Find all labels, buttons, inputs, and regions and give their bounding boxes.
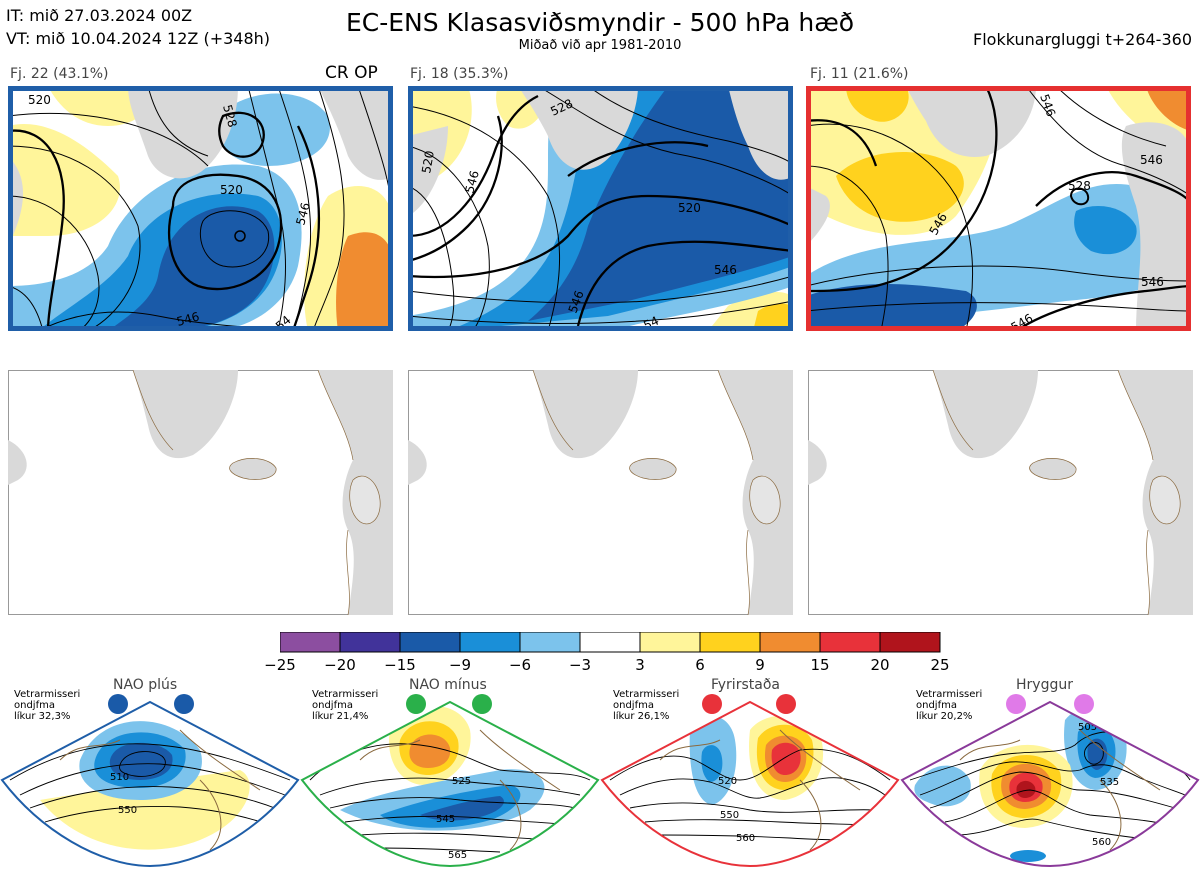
regime-1-contour-label: 550 [118, 805, 137, 816]
base-map-2 [408, 370, 793, 615]
regime-3-dot [776, 694, 796, 714]
regime-1-frame [0, 700, 300, 868]
colorbar-tick: 9 [755, 656, 765, 674]
colorbar-tick: −6 [508, 656, 532, 674]
regime-3-note: Vetrarmisseri ondjfma líkur 26,1% [613, 689, 680, 722]
cluster-1-contour-label: 546 [293, 201, 312, 227]
cluster-3-label: Fj. 11 (21.6%) [810, 66, 909, 82]
colorbar-tick: 6 [695, 656, 705, 674]
colorbar [280, 632, 941, 653]
cluster-1-tag: CR OP [325, 63, 378, 83]
colorbar-tick: −20 [324, 656, 356, 674]
cluster-2-contour-label: 546 [462, 169, 481, 195]
regime-4-map: 505 535 560 [900, 694, 1200, 868]
colorbar-swatch [759, 632, 821, 653]
base-map-1 [8, 370, 393, 615]
colorbar-tick: 15 [810, 656, 830, 674]
regime-2-contour-label: 545 [436, 814, 455, 825]
colorbar-tick: 20 [870, 656, 890, 674]
cluster-3-contour-label: 528 [1068, 179, 1091, 193]
regime-2-contour-label: 565 [448, 850, 467, 861]
cluster-3-map: 528 546 546 546 546 546 [806, 86, 1191, 331]
regime-2-map: 525 545 565 [300, 694, 600, 868]
cluster-1-map: 520 528 520 546 546 54 [8, 86, 393, 331]
cluster-2-contour-label: 520 [678, 201, 701, 215]
colorbar-tick: −25 [264, 656, 296, 674]
cluster-1-contour-label: 528 [220, 103, 239, 129]
regime-1-note: Vetrarmisseri ondjfma líkur 32,3% [14, 689, 81, 722]
regime-2-dot [472, 694, 492, 714]
colorbar-swatch [579, 632, 641, 653]
cluster-2-label: Fj. 18 (35.3%) [410, 66, 509, 82]
colorbar-swatch [639, 632, 701, 653]
colorbar-tick: −15 [384, 656, 416, 674]
regime-3-contour-label: 560 [736, 833, 755, 844]
initial-time: IT: mið 27.03.2024 00Z [6, 6, 193, 25]
regime-4-frame [900, 700, 1200, 868]
regime-4-contour-label: 535 [1100, 777, 1119, 788]
regime-4-dot [1074, 694, 1094, 714]
colorbar-swatch [399, 632, 461, 653]
cluster-1-contour-label: 520 [220, 183, 243, 197]
colorbar-swatch [519, 632, 581, 653]
regime-1-dot [108, 694, 128, 714]
colorbar-tick: −3 [568, 656, 592, 674]
regime-1-title: NAO plús [113, 677, 178, 693]
cluster-1-contour-label: 520 [28, 93, 51, 107]
cluster-1-label: Fj. 22 (43.1%) [10, 66, 109, 82]
cluster-3-contour-label: 546 [1140, 153, 1163, 167]
page-subtitle: Miðað við apr 1981-2010 [518, 38, 682, 53]
colorbar-swatch [699, 632, 761, 653]
colorbar-tick: 3 [635, 656, 645, 674]
cluster-3-frame [806, 86, 1191, 331]
colorbar-swatch [819, 632, 881, 653]
colorbar-tick: −9 [448, 656, 472, 674]
regime-4-contour-label: 560 [1092, 837, 1111, 848]
regime-4-dot [1006, 694, 1026, 714]
classification-window: Flokkunargluggi t+264-360 [973, 30, 1192, 49]
regime-1-map: 510 550 [0, 694, 300, 868]
regime-3-contour-label: 520 [718, 776, 737, 787]
valid-time: VT: mið 10.04.2024 12Z (+348h) [6, 29, 271, 48]
base-map-3 [808, 370, 1193, 615]
cluster-2-contour-label: 546 [714, 263, 737, 277]
colorbar-swatch [879, 632, 941, 653]
regime-2-dot [406, 694, 426, 714]
header-info: IT: mið 27.03.2024 00Z VT: mið 10.04.202… [6, 4, 270, 50]
colorbar-tick: 25 [930, 656, 950, 674]
cluster-2-contour-label: 520 [419, 150, 437, 175]
regime-4-note: Vetrarmisseri ondjfma líkur 20,2% [916, 689, 983, 722]
colorbar-swatch [280, 632, 341, 653]
regime-1-contour-label: 510 [110, 772, 129, 783]
cluster-3-contour-label: 546 [1141, 275, 1164, 289]
cluster-2-frame [408, 86, 793, 331]
cluster-1-frame [8, 86, 393, 331]
regime-3-contour-label: 550 [720, 810, 739, 821]
regime-2-contour-label: 525 [452, 776, 471, 787]
regime-3-title: Fyrirstaða [711, 677, 780, 693]
cluster-1-contour-label: 546 [175, 309, 201, 328]
regime-1-dot [174, 694, 194, 714]
colorbar-swatch [459, 632, 521, 653]
regime-2-note: Vetrarmisseri ondjfma líkur 21,4% [312, 689, 379, 722]
regime-3-dot [702, 694, 722, 714]
regime-4-title: Hryggur [1016, 677, 1073, 693]
regime-3-frame [600, 700, 900, 868]
regime-4-contour-label: 505 [1078, 722, 1097, 733]
page-title: EC-ENS Klasasviðsmyndir - 500 hPa hæð [345, 8, 855, 37]
regime-2-frame [300, 700, 600, 868]
colorbar-swatch [339, 632, 401, 653]
regime-3-map: 520 550 560 [600, 694, 900, 868]
regime-2-title: NAO mínus [409, 677, 487, 693]
cluster-2-map: 528 520 546 546 520 546 54 [408, 86, 793, 331]
